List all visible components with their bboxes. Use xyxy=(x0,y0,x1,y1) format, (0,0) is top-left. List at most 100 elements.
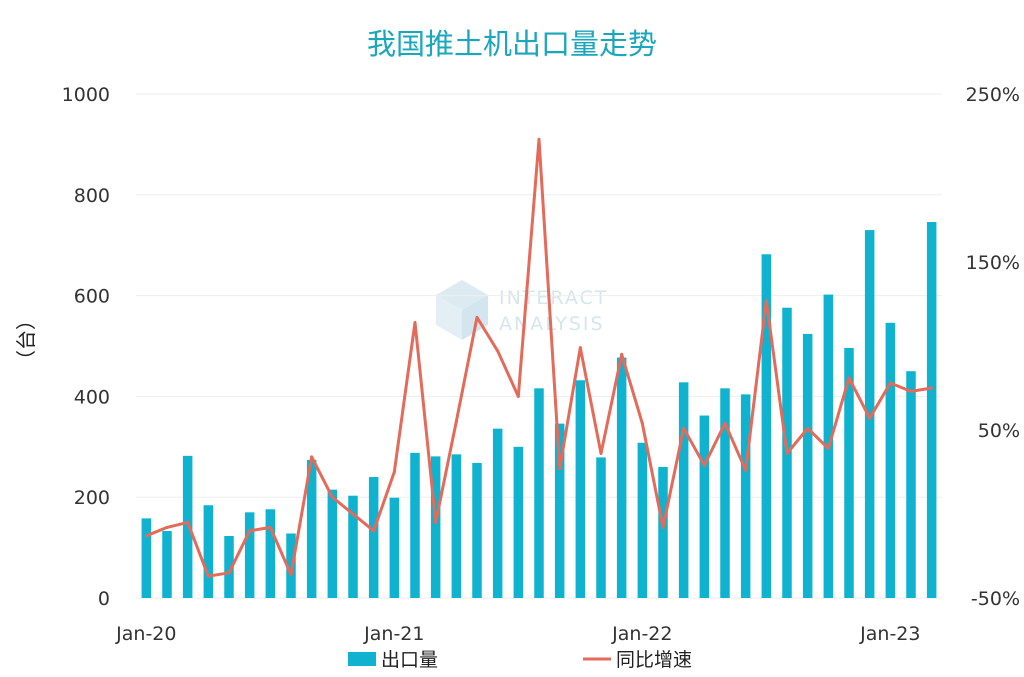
bar xyxy=(761,254,772,598)
line-point xyxy=(310,455,314,459)
bar xyxy=(658,466,668,598)
line-point xyxy=(847,376,851,380)
watermark-line-1: INTERACT xyxy=(499,287,608,309)
y-tick-label: 1000 xyxy=(62,84,110,106)
line-point xyxy=(888,381,892,385)
line-point xyxy=(516,394,520,398)
bar xyxy=(389,497,400,598)
bar xyxy=(720,388,730,598)
line-point xyxy=(351,512,355,516)
line-point xyxy=(909,389,913,393)
bar xyxy=(616,357,627,598)
line-point xyxy=(248,529,252,533)
bar xyxy=(410,452,420,598)
line-point xyxy=(868,416,872,420)
bar xyxy=(286,533,296,598)
bar xyxy=(430,456,441,598)
y-tick-label: 400 xyxy=(74,386,110,408)
line-point xyxy=(372,529,376,533)
line-point xyxy=(599,452,603,456)
bar xyxy=(906,371,916,598)
line-point xyxy=(578,346,582,350)
bar xyxy=(472,462,482,598)
line-point xyxy=(330,495,334,499)
line-point xyxy=(144,534,148,538)
line-point xyxy=(206,574,210,578)
x-tick-label: Jan-22 xyxy=(611,623,672,645)
bar xyxy=(678,382,689,598)
bar xyxy=(699,415,710,598)
x-tick-label: Jan-20 xyxy=(115,623,176,645)
bar xyxy=(162,530,172,598)
bar xyxy=(306,459,317,598)
line-point xyxy=(434,520,438,524)
bar xyxy=(224,536,234,598)
y2-tick-label: -50% xyxy=(971,588,1020,610)
line-point xyxy=(558,467,562,471)
line-point xyxy=(496,349,500,353)
bar xyxy=(885,322,896,598)
bar xyxy=(141,518,152,598)
line-point xyxy=(186,520,190,524)
line-point xyxy=(682,426,686,430)
bar xyxy=(534,388,544,598)
bar xyxy=(348,495,358,598)
line-point xyxy=(227,571,231,575)
bar xyxy=(368,477,379,598)
bar xyxy=(596,457,606,598)
bar xyxy=(327,489,338,598)
y2-tick-label: 50% xyxy=(978,420,1020,442)
cube-logo-icon xyxy=(436,280,488,340)
line-point xyxy=(806,426,810,430)
bar xyxy=(802,333,813,598)
y2-tick-label: 150% xyxy=(966,252,1020,274)
line-point xyxy=(537,137,541,141)
x-tick-label: Jan-21 xyxy=(363,623,424,645)
line-point xyxy=(661,525,665,529)
legend-swatch-bar xyxy=(348,652,376,666)
y-tick-label: 200 xyxy=(74,487,110,509)
line-point xyxy=(930,386,934,390)
line-point xyxy=(289,572,293,576)
bar xyxy=(492,428,503,598)
bar xyxy=(182,455,193,598)
line-point xyxy=(392,470,396,474)
line-point xyxy=(165,525,169,529)
line-point xyxy=(454,420,458,424)
x-tick-label: Jan-23 xyxy=(859,623,920,645)
y-tick-label: 800 xyxy=(74,185,110,207)
y-tick-label: 600 xyxy=(74,286,110,308)
bar xyxy=(637,442,648,598)
line-point xyxy=(640,421,644,425)
bar xyxy=(740,394,751,598)
y-axis-label: （台） xyxy=(14,310,38,370)
y-tick-label: 0 xyxy=(98,588,110,610)
line-point xyxy=(475,315,479,319)
bar xyxy=(203,505,214,598)
legend-label-line: 同比增速 xyxy=(616,649,692,671)
chart-title: 我国推土机出口量走势 xyxy=(367,27,657,61)
bar xyxy=(265,509,276,598)
legend: 出口量 同比增速 xyxy=(348,649,692,671)
bar xyxy=(451,454,462,598)
legend-label-bar: 出口量 xyxy=(381,649,438,671)
line-point xyxy=(744,468,748,472)
bar xyxy=(844,348,854,598)
line-point xyxy=(764,299,768,303)
line-point xyxy=(826,446,830,450)
bar xyxy=(926,222,937,599)
line-point xyxy=(785,452,789,456)
bar xyxy=(575,380,586,598)
bar xyxy=(554,423,565,598)
y2-tick-label: 250% xyxy=(966,84,1020,106)
bar xyxy=(864,230,875,598)
line-point xyxy=(702,463,706,467)
bar xyxy=(513,446,524,598)
line-point xyxy=(268,525,272,529)
line-point xyxy=(723,421,727,425)
bar xyxy=(244,512,255,598)
line-point xyxy=(620,352,624,356)
line-point xyxy=(413,320,417,324)
